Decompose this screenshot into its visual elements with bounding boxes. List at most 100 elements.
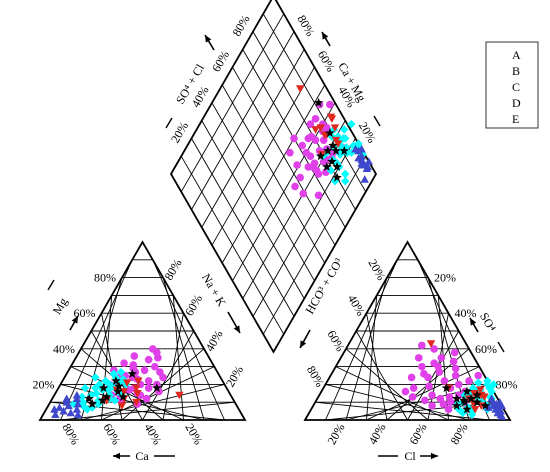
tick-label: 40% (141, 421, 164, 447)
so4-cl-arrow-head (205, 35, 212, 43)
point-d-cation (117, 402, 127, 410)
ca-mg-arrow-head (322, 32, 329, 40)
point-b-anion (451, 400, 462, 410)
point-e-diamond (311, 136, 320, 144)
point-d-anion (426, 340, 436, 348)
point-c-anion (497, 412, 506, 420)
point-e-anion (437, 354, 446, 362)
tick-label: 20% (33, 377, 55, 391)
point-e-anion (418, 341, 426, 350)
point-c-diamond (363, 162, 372, 171)
tick-label: 60% (209, 48, 232, 74)
point-e-anion (428, 401, 436, 410)
diamond-grid-line (262, 155, 367, 335)
point-e-cation (144, 355, 153, 364)
tick-label: 20% (168, 119, 191, 145)
point-e-diamond (314, 170, 323, 178)
tick-label: 20% (324, 421, 347, 447)
point-b-cation (97, 395, 108, 405)
point-e-diamond (299, 189, 308, 198)
point-d-diamond (295, 85, 305, 93)
point-c-anion (487, 394, 496, 403)
point-e-diamond (298, 141, 307, 150)
point-a-cation (109, 369, 118, 379)
point-c-anion (497, 401, 506, 410)
legend-label-d: D (512, 96, 521, 110)
point-e-diamond (296, 173, 304, 182)
point-d-diamond (320, 131, 329, 140)
point-b-diamond (332, 172, 342, 182)
tick-label: 80% (496, 377, 518, 391)
point-a-cation (92, 389, 101, 398)
point-e-anion (407, 373, 416, 382)
point-d-cation (122, 379, 132, 387)
point-b-anion (472, 397, 482, 407)
point-d-cation (133, 390, 142, 398)
point-b-diamond (325, 128, 335, 138)
point-a-cation (110, 396, 120, 405)
anion-triangle-frame (303, 240, 512, 421)
point-c-cation (51, 410, 60, 419)
tick-label: 80% (59, 421, 82, 447)
point-b-diamond (328, 140, 338, 150)
tick-label: 80% (294, 13, 317, 39)
point-d-cation (134, 377, 143, 386)
point-e-anion (451, 364, 460, 373)
point-b-diamond (322, 161, 332, 171)
point-c-diamond (364, 157, 374, 165)
point-e-cation (144, 384, 153, 392)
point-e-cation (142, 394, 151, 403)
point-e-anion (401, 387, 410, 396)
so4-dash (497, 341, 505, 353)
point-a-cation (91, 373, 100, 382)
point-c-diamond (360, 175, 369, 183)
point-c-cation (59, 406, 68, 415)
point-d-anion (476, 386, 485, 395)
data-points (50, 50, 506, 420)
point-a-cation (77, 392, 87, 402)
tick-label: 60% (406, 421, 429, 447)
point-b-anion (462, 386, 472, 396)
point-b-cation (87, 399, 98, 409)
anion-triangle-grid-line (325, 383, 470, 421)
legend-label-c: C (512, 80, 520, 94)
tick-label: 40% (202, 328, 225, 354)
legend-label-e: E (512, 112, 519, 126)
axis-title-so4: SO⁴ (477, 310, 499, 334)
point-b-diamond (323, 145, 333, 155)
point-b-anion (472, 390, 482, 400)
point-a-cation (78, 401, 88, 410)
point-a-diamond (347, 119, 356, 129)
point-c-cation (62, 394, 71, 403)
point-d-diamond (327, 115, 337, 124)
tick-label: 60% (315, 48, 338, 74)
axis-title-mg: Mg (50, 295, 70, 316)
point-b-diamond (327, 156, 337, 166)
anion-triangle-grid-line (335, 366, 449, 421)
point-e-anion (435, 368, 444, 376)
point-e-cation (130, 352, 139, 360)
anion-triangle-grid-line (345, 348, 429, 421)
point-a-diamond (341, 134, 350, 143)
point-e-anion (445, 393, 454, 401)
tick-label: 40% (455, 306, 477, 320)
cation-triangle-grid-line (162, 277, 205, 421)
point-b-cation (127, 368, 138, 378)
point-e-diamond (291, 182, 299, 191)
point-b-diamond (315, 151, 326, 161)
axis-title-cl: Cl (404, 449, 416, 463)
point-d-diamond (330, 124, 340, 132)
point-e-anion (474, 371, 483, 380)
point-a-diamond (340, 125, 349, 134)
mg-dash (47, 279, 55, 291)
anion-triangle-grid-line (355, 330, 408, 421)
point-d-diamond (333, 140, 343, 148)
point-e-cation (129, 361, 138, 369)
so4-cl-dash (165, 117, 173, 129)
diamond-grid-line (221, 84, 326, 264)
point-c-cation (66, 408, 75, 417)
point-b-anion (441, 383, 452, 393)
point-b-cation (152, 383, 162, 393)
point-b-cation (113, 386, 123, 396)
point-e-anion (450, 348, 459, 357)
